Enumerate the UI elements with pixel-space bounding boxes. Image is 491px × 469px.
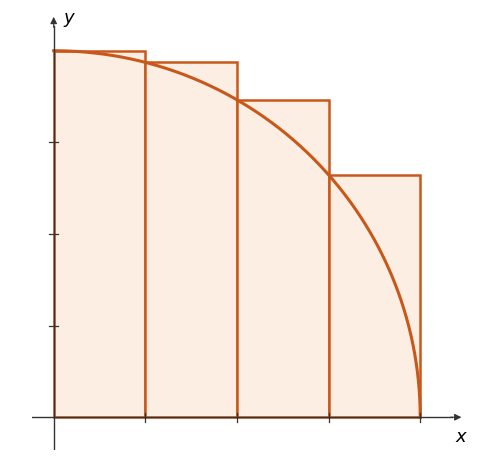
Bar [237, 100, 328, 417]
Bar [328, 175, 420, 417]
Text: x: x [455, 428, 466, 446]
Text: y: y [63, 9, 74, 27]
Bar [54, 51, 145, 417]
Bar [145, 62, 237, 417]
